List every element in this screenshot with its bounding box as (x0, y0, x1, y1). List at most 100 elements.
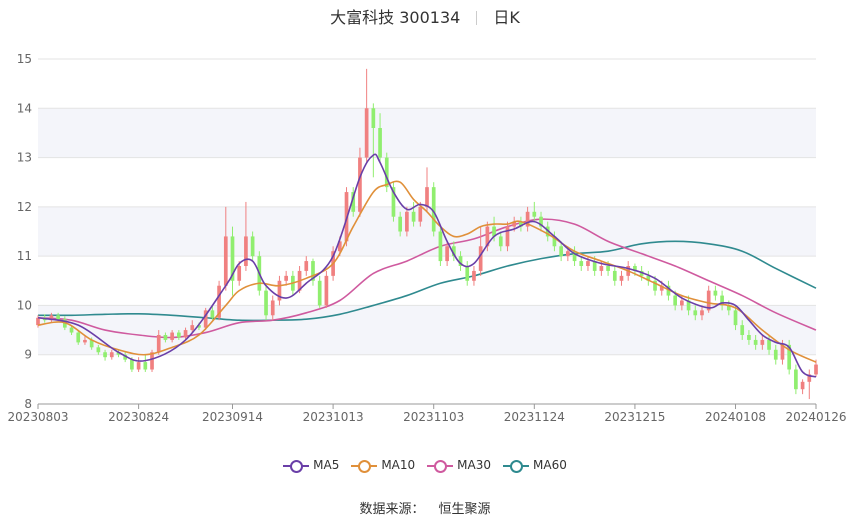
candle (96, 344, 101, 355)
legend-label-ma10: MA10 (381, 458, 416, 472)
candle-body (170, 332, 174, 340)
candle (49, 312, 54, 323)
candle-body (96, 347, 101, 353)
candle-body (130, 359, 134, 370)
candle (485, 221, 490, 252)
candle-body (485, 226, 490, 247)
candle (405, 206, 409, 237)
candle (572, 246, 577, 266)
legend-marker-ma10 (351, 459, 378, 473)
x-tick-label-20240108: 20240108 (705, 410, 766, 424)
candle (519, 216, 523, 232)
candle-body (177, 332, 181, 338)
candle-body (358, 157, 362, 212)
candle-body (693, 310, 698, 316)
candle-body (780, 344, 785, 360)
legend-item-ma10[interactable]: MA10 (351, 458, 415, 473)
candle (116, 349, 121, 358)
candle-body (123, 354, 128, 360)
title-separator (476, 11, 478, 25)
candle-body (794, 369, 798, 390)
candle (619, 270, 624, 286)
x-tick-label-20231103: 20231103 (403, 410, 464, 424)
legend-item-ma60[interactable]: MA60 (503, 458, 567, 473)
ma5-path (37, 153, 817, 378)
candle (800, 379, 805, 395)
candle (666, 280, 671, 301)
candle-body (478, 246, 483, 271)
candle (143, 354, 148, 372)
legend-marker-ma30 (427, 459, 454, 473)
candle-body (586, 261, 590, 266)
band-9 (38, 305, 816, 355)
x-tick-label-20230803: 20230803 (7, 410, 68, 424)
ma60-path (37, 240, 817, 322)
candle-body (83, 339, 87, 343)
legend-marker-ma5 (283, 459, 310, 473)
candle-body (418, 206, 423, 222)
legend-item-ma30[interactable]: MA30 (427, 458, 491, 473)
candle-body (378, 128, 382, 158)
candle-body (726, 305, 731, 311)
candle-body (807, 374, 812, 382)
candle-body (505, 226, 510, 247)
candle (109, 349, 114, 360)
candle (472, 266, 476, 286)
candle (794, 364, 798, 395)
candle (532, 201, 537, 222)
source-label: 数据来源： (359, 502, 425, 517)
candle-body (673, 295, 677, 306)
ma5-line (37, 153, 817, 378)
candle-body (384, 157, 389, 188)
legend-item-ma5[interactable]: MA5 (283, 458, 339, 473)
candle-body (519, 221, 523, 227)
candle (505, 221, 510, 252)
candle (411, 201, 416, 227)
candle (686, 295, 691, 316)
candle (539, 211, 543, 232)
candle-body (713, 290, 718, 296)
candle-body (264, 290, 268, 316)
candle (123, 352, 128, 363)
x-tick-label-20230914: 20230914 (202, 410, 263, 424)
ma60-line (37, 240, 817, 322)
candle (76, 330, 81, 345)
candle (351, 187, 356, 217)
y-axis: 8 9 10 11 12 13 14 15 (17, 52, 32, 411)
candle-body (143, 362, 148, 370)
y-tick-label-15: 15 (17, 52, 32, 66)
candle-body (183, 330, 188, 338)
candle-body (612, 270, 617, 281)
candle (753, 335, 758, 350)
candle-body (633, 266, 637, 271)
candle-body (36, 317, 40, 326)
candle-body (767, 339, 771, 350)
candle-body (451, 246, 456, 257)
candle (693, 305, 698, 321)
candle (706, 285, 711, 313)
candle-body (391, 187, 396, 217)
candle-body (740, 325, 745, 335)
candle-body (733, 310, 738, 326)
candle-body (244, 236, 248, 266)
candle-body (472, 270, 476, 281)
candle (317, 275, 322, 308)
candle-body (69, 327, 74, 333)
candle-body (566, 251, 570, 257)
candle-body (337, 241, 342, 252)
candle (612, 266, 617, 286)
candle (136, 357, 141, 372)
candle-body (787, 344, 792, 370)
candle (445, 241, 449, 266)
candle (237, 261, 242, 286)
candle (398, 211, 403, 237)
candle (36, 315, 40, 328)
candle-body (619, 275, 624, 281)
candle (324, 270, 329, 308)
candle (733, 305, 738, 331)
candle-body (653, 280, 657, 291)
candle-body (217, 285, 221, 318)
candle (103, 349, 107, 361)
background-bands (38, 108, 816, 355)
candle-body (405, 211, 409, 232)
